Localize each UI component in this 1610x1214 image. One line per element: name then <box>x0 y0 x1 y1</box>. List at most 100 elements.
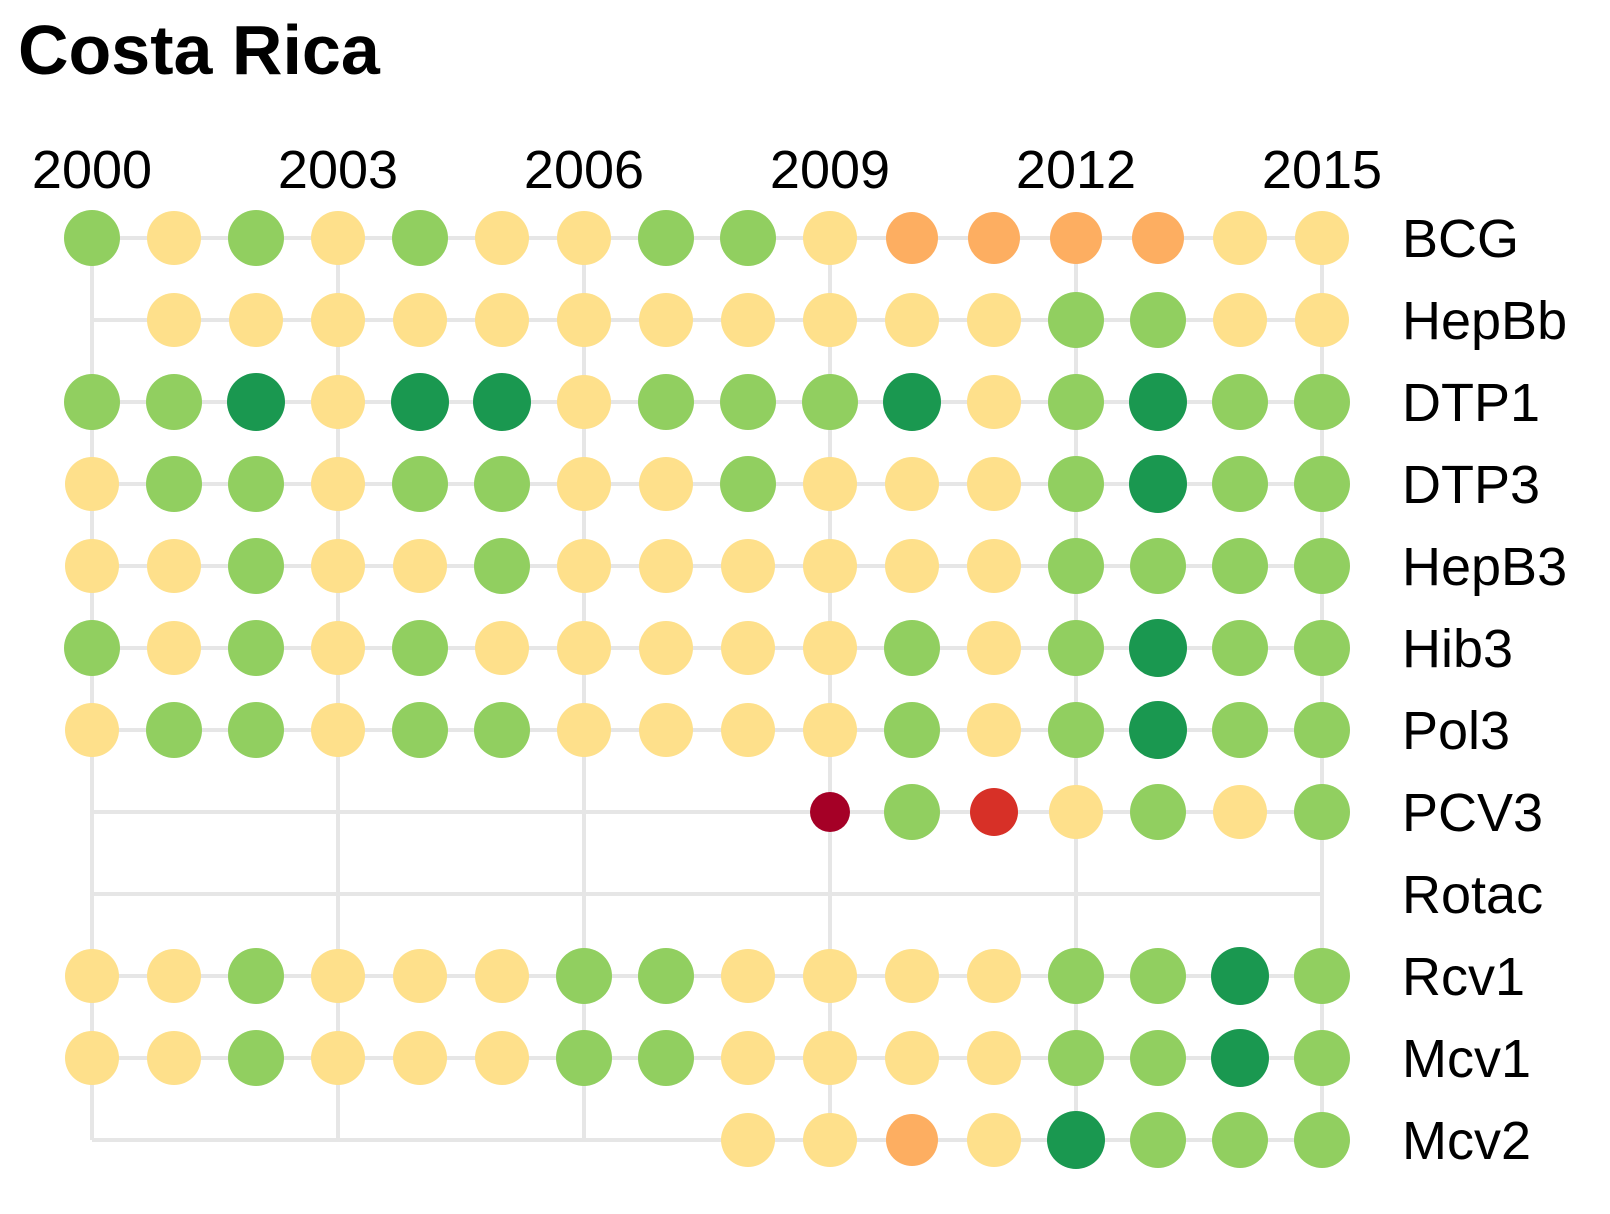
data-dot <box>557 293 611 347</box>
row-label: DTP3 <box>1402 455 1540 515</box>
data-dot <box>147 1031 201 1085</box>
data-dot <box>393 949 447 1003</box>
data-dot <box>65 539 119 593</box>
data-dot <box>147 293 201 347</box>
data-dot <box>721 293 775 347</box>
data-dot <box>393 293 447 347</box>
data-dot <box>885 293 939 347</box>
data-dot <box>1211 947 1269 1005</box>
data-dot <box>884 702 940 758</box>
data-dot <box>802 374 858 430</box>
data-dot <box>1048 948 1104 1004</box>
data-dot <box>1130 1030 1186 1086</box>
data-dot <box>391 373 449 431</box>
data-dot <box>803 703 857 757</box>
data-dot <box>803 1113 857 1167</box>
data-dot <box>639 539 693 593</box>
data-dot <box>311 703 365 757</box>
data-dot <box>146 702 202 758</box>
data-dot <box>967 1031 1021 1085</box>
row-label: Hib3 <box>1402 619 1513 679</box>
data-dot <box>1048 374 1104 430</box>
data-dot <box>1130 784 1186 840</box>
data-dot <box>228 948 284 1004</box>
data-dot <box>227 373 285 431</box>
data-dot <box>311 293 365 347</box>
data-dot <box>967 293 1021 347</box>
data-dot <box>1130 1112 1186 1168</box>
data-dot <box>311 949 365 1003</box>
data-dot <box>229 293 283 347</box>
data-dot <box>1294 1030 1350 1086</box>
data-dot <box>1048 620 1104 676</box>
data-dot <box>147 621 201 675</box>
data-dot <box>1130 948 1186 1004</box>
data-dot <box>884 620 940 676</box>
data-dot <box>64 620 120 676</box>
data-dot <box>557 539 611 593</box>
row-label: BCG <box>1402 209 1519 269</box>
data-dot <box>638 210 694 266</box>
data-dot <box>1294 620 1350 676</box>
data-dot <box>720 374 776 430</box>
data-dot <box>1212 620 1268 676</box>
data-dot <box>803 457 857 511</box>
data-dot <box>803 539 857 593</box>
data-dot <box>721 703 775 757</box>
data-dot <box>557 703 611 757</box>
row-label: DTP1 <box>1402 373 1540 433</box>
data-dot <box>1129 619 1187 677</box>
data-dot <box>1211 1029 1269 1087</box>
data-dot <box>1048 456 1104 512</box>
data-dot <box>721 539 775 593</box>
row-label: HepB3 <box>1402 537 1567 597</box>
data-dot <box>967 621 1021 675</box>
data-dot <box>886 212 938 264</box>
data-dot <box>639 621 693 675</box>
data-dot <box>1212 374 1268 430</box>
data-dot <box>474 702 530 758</box>
data-dot <box>1048 538 1104 594</box>
data-dot <box>1048 702 1104 758</box>
data-dot <box>638 948 694 1004</box>
data-dot <box>65 703 119 757</box>
data-dot <box>556 1030 612 1086</box>
data-dot <box>1129 373 1187 431</box>
data-dot <box>721 1113 775 1167</box>
x-tick-label: 2009 <box>770 140 890 200</box>
data-dot <box>1129 701 1187 759</box>
data-dot <box>1130 538 1186 594</box>
data-dot <box>1294 784 1350 840</box>
data-dot <box>967 1113 1021 1167</box>
data-dot <box>1294 1112 1350 1168</box>
x-tick-label: 2006 <box>524 140 644 200</box>
data-dot <box>65 1031 119 1085</box>
data-dot <box>967 457 1021 511</box>
data-dot <box>392 210 448 266</box>
data-dot <box>1130 292 1186 348</box>
row-label: Mcv2 <box>1402 1111 1531 1171</box>
data-dot <box>885 1031 939 1085</box>
data-dot <box>556 948 612 1004</box>
data-dot <box>147 211 201 265</box>
data-dot <box>721 949 775 1003</box>
row-labels: BCG HepBb DTP1 DTP3 HepB3 Hib3 Pol3 PCV3 Rotac Rc… <box>1402 209 1567 1171</box>
data-dot <box>475 621 529 675</box>
data-dot <box>967 949 1021 1003</box>
data-dot <box>721 1031 775 1085</box>
data-dot <box>1213 785 1267 839</box>
data-dot <box>473 373 531 431</box>
data-dot <box>803 621 857 675</box>
row-label: Rcv1 <box>1402 947 1525 1007</box>
data-dot <box>475 949 529 1003</box>
data-dot <box>1295 293 1349 347</box>
data-dot <box>311 621 365 675</box>
row-label: Mcv1 <box>1402 1029 1531 1089</box>
data-dot <box>721 621 775 675</box>
data-dot <box>146 374 202 430</box>
x-tick-label: 2000 <box>32 140 152 200</box>
data-dot <box>1294 374 1350 430</box>
row-label: PCV3 <box>1402 783 1543 843</box>
x-tick-label: 2003 <box>278 140 398 200</box>
